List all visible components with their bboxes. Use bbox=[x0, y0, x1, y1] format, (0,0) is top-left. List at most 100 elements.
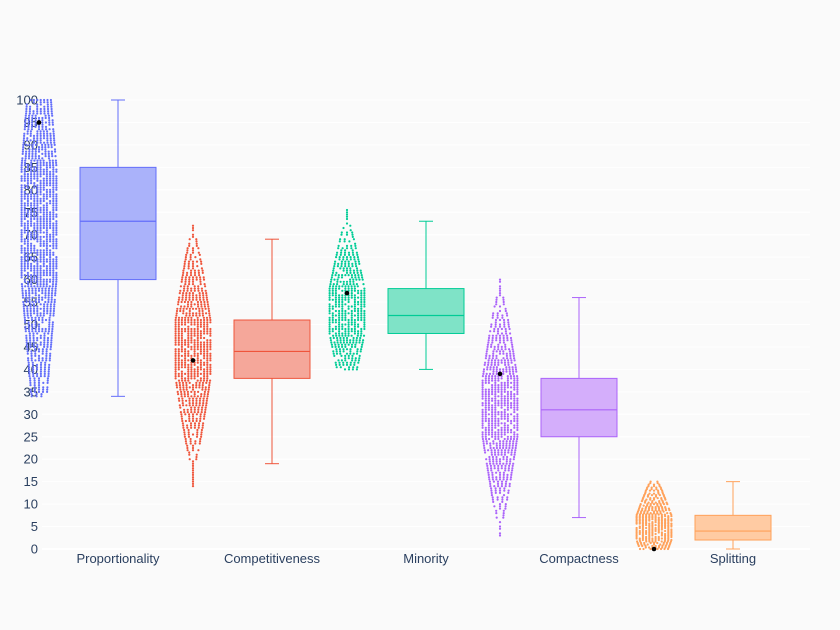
data-point bbox=[337, 359, 340, 362]
data-point bbox=[199, 352, 202, 355]
data-point bbox=[360, 312, 363, 315]
data-point bbox=[505, 370, 508, 373]
data-point bbox=[45, 182, 49, 185]
data-point bbox=[55, 242, 58, 245]
data-point bbox=[52, 206, 55, 209]
data-point bbox=[344, 265, 347, 268]
data-point bbox=[498, 487, 502, 490]
data-point bbox=[336, 280, 339, 283]
data-point bbox=[487, 431, 490, 434]
data-point bbox=[514, 368, 518, 371]
data-point bbox=[328, 285, 332, 288]
data-point bbox=[492, 366, 495, 369]
data-point bbox=[187, 327, 190, 331]
data-point bbox=[490, 469, 493, 472]
data-point bbox=[491, 341, 494, 344]
data-point bbox=[30, 280, 33, 283]
data-point bbox=[209, 372, 212, 375]
data-point bbox=[25, 296, 28, 299]
data-point bbox=[191, 478, 195, 481]
data-point bbox=[28, 298, 31, 301]
data-point bbox=[340, 260, 343, 263]
data-point bbox=[26, 229, 29, 232]
data-point bbox=[497, 327, 500, 331]
data-point bbox=[506, 381, 509, 384]
data-point bbox=[513, 451, 517, 454]
data-point bbox=[42, 164, 45, 167]
data-point bbox=[509, 375, 512, 378]
data-point bbox=[353, 332, 356, 335]
data-point bbox=[496, 480, 500, 483]
data-point bbox=[514, 363, 517, 366]
data-point bbox=[354, 343, 357, 346]
data-point bbox=[355, 339, 358, 342]
data-point bbox=[26, 139, 29, 142]
data-point bbox=[45, 233, 49, 236]
data-point bbox=[332, 269, 335, 272]
data-point bbox=[347, 274, 350, 277]
data-point bbox=[491, 336, 494, 340]
data-point bbox=[191, 402, 195, 405]
data-point bbox=[52, 173, 55, 176]
data-point bbox=[199, 298, 202, 301]
data-point bbox=[188, 419, 191, 423]
data-point bbox=[350, 327, 353, 331]
data-point bbox=[26, 260, 29, 263]
data-point bbox=[26, 231, 29, 234]
data-point bbox=[42, 309, 46, 313]
data-point bbox=[345, 271, 349, 274]
data-point bbox=[181, 397, 184, 400]
data-point bbox=[670, 528, 673, 531]
data-point bbox=[506, 431, 509, 434]
data-point bbox=[29, 379, 32, 382]
data-point bbox=[509, 352, 512, 355]
data-point bbox=[45, 269, 49, 272]
data-point bbox=[187, 431, 190, 434]
data-point bbox=[497, 453, 500, 456]
data-point bbox=[199, 332, 202, 335]
data-point bbox=[32, 332, 35, 335]
data-point bbox=[187, 395, 190, 398]
data-point bbox=[503, 399, 506, 402]
data-point bbox=[498, 507, 502, 510]
data-point bbox=[34, 352, 37, 355]
data-point bbox=[184, 366, 187, 369]
data-point bbox=[202, 397, 205, 400]
data-point bbox=[48, 363, 51, 366]
data-point bbox=[184, 363, 187, 366]
data-point bbox=[39, 238, 42, 241]
data-point bbox=[506, 419, 509, 423]
data-point bbox=[53, 303, 56, 306]
data-point bbox=[351, 235, 354, 238]
data-point bbox=[498, 460, 502, 463]
data-point bbox=[177, 323, 180, 326]
data-point bbox=[36, 220, 39, 223]
data-point bbox=[347, 287, 350, 290]
data-point bbox=[36, 372, 39, 375]
data-point bbox=[196, 354, 199, 357]
data-point bbox=[52, 175, 55, 178]
data-point bbox=[336, 251, 339, 254]
data-point bbox=[189, 256, 192, 259]
data-point bbox=[484, 404, 487, 407]
data-point bbox=[649, 497, 652, 500]
data-point bbox=[188, 399, 191, 402]
data-point bbox=[334, 325, 337, 328]
data-point bbox=[39, 141, 42, 144]
data-point bbox=[42, 314, 45, 317]
data-point bbox=[487, 428, 490, 432]
data-point bbox=[180, 339, 183, 342]
data-point bbox=[353, 305, 356, 308]
data-point bbox=[667, 507, 671, 510]
data-point bbox=[353, 309, 356, 313]
data-point bbox=[196, 321, 199, 324]
data-point bbox=[349, 348, 352, 351]
data-point bbox=[43, 366, 47, 369]
data-point bbox=[43, 336, 46, 340]
data-point bbox=[174, 352, 177, 355]
data-point bbox=[190, 332, 193, 335]
data-point bbox=[487, 341, 490, 344]
data-point bbox=[183, 262, 186, 265]
data-point bbox=[48, 316, 51, 319]
data-point bbox=[352, 352, 355, 355]
